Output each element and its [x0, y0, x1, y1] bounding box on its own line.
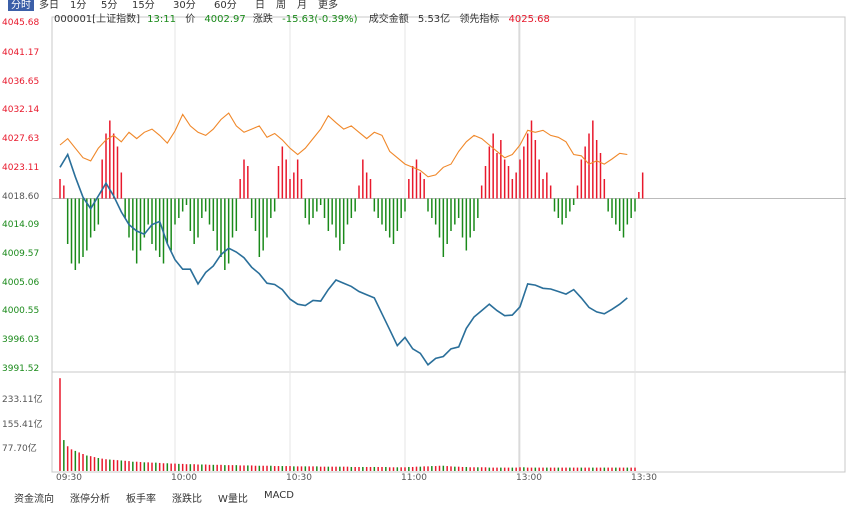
- price-lines: [59, 112, 628, 366]
- period-tab[interactable]: 多日: [39, 0, 59, 11]
- period-tab[interactable]: 1分: [70, 0, 87, 11]
- chart-frame: [51, 16, 846, 473]
- volume-tick-label: 77.70亿: [2, 444, 37, 454]
- indicator-tab[interactable]: 资金流向: [14, 494, 54, 505]
- y-tick-label: 4032.14: [2, 105, 40, 116]
- leader-label: 领先指标: [459, 14, 500, 25]
- strength-bars: [59, 120, 644, 270]
- grid: [51, 16, 846, 473]
- y-tick-label: 4045.68: [2, 18, 40, 28]
- change-label: 涨跌: [252, 14, 273, 25]
- y-tick-label: 4018.60: [2, 191, 40, 202]
- period-tab[interactable]: 60分: [214, 0, 237, 11]
- y-tick-label: 4009.57: [2, 249, 40, 260]
- period-tab[interactable]: 分时: [8, 0, 34, 11]
- turnover-value: 5.53亿: [417, 14, 451, 25]
- volume-tick-label: 155.41亿: [2, 420, 43, 430]
- y-tick-label: 4005.06: [2, 277, 40, 288]
- indicator-tab[interactable]: 板手率: [126, 494, 156, 505]
- info-bar: 000001[上证指数] 13:11 价 4002.97 涨跌 -15.63(-…: [54, 10, 550, 25]
- indicator-tab[interactable]: MACD: [264, 490, 294, 501]
- y-tick-label: 3996.03: [2, 335, 40, 346]
- y-tick-label: 3991.52: [2, 364, 40, 374]
- y-tick-label: 4023.11: [2, 162, 40, 173]
- period-tab[interactable]: 30分: [173, 0, 196, 11]
- period-tab[interactable]: 更多: [318, 0, 338, 11]
- leader-value: 4025.68: [508, 14, 550, 25]
- period-tab[interactable]: 月: [297, 0, 307, 11]
- volume-bars: [59, 378, 636, 471]
- x-tick-label: 13:30: [631, 473, 657, 483]
- x-tick-label: 10:30: [286, 473, 312, 483]
- period-tab[interactable]: 5分: [101, 0, 118, 11]
- price-value: 4002.97: [204, 14, 246, 25]
- x-tick-label: 13:00: [516, 473, 542, 483]
- info-time: 13:11: [147, 14, 176, 25]
- indicator-tab[interactable]: 涨停分析: [70, 494, 110, 505]
- period-tab[interactable]: 周: [276, 0, 286, 11]
- leader-line: [59, 112, 628, 178]
- y-tick-label: 4014.09: [2, 220, 40, 231]
- x-tick-label: 11:00: [401, 473, 427, 483]
- price-line: [59, 152, 628, 366]
- change-value: -15.63(-0.39%): [282, 14, 358, 25]
- y-tick-label: 4000.55: [2, 306, 40, 317]
- period-tab[interactable]: 15分: [132, 0, 155, 11]
- y-tick-label: 4036.65: [2, 76, 40, 87]
- indicator-tab[interactable]: W量比: [218, 494, 248, 505]
- x-tick-label: 09:30: [56, 473, 82, 483]
- turnover-label: 成交金额: [368, 14, 409, 25]
- x-tick-label: 10:00: [171, 473, 197, 483]
- y-tick-label: 4041.17: [2, 47, 40, 58]
- price-label: 价: [185, 14, 196, 25]
- volume-tick-label: 233.11亿: [2, 395, 43, 405]
- indicator-tab[interactable]: 涨跌比: [172, 494, 202, 505]
- y-tick-label: 4027.63: [2, 133, 40, 144]
- period-tab[interactable]: 日: [255, 0, 265, 11]
- index-code: 000001[上证指数]: [54, 14, 140, 25]
